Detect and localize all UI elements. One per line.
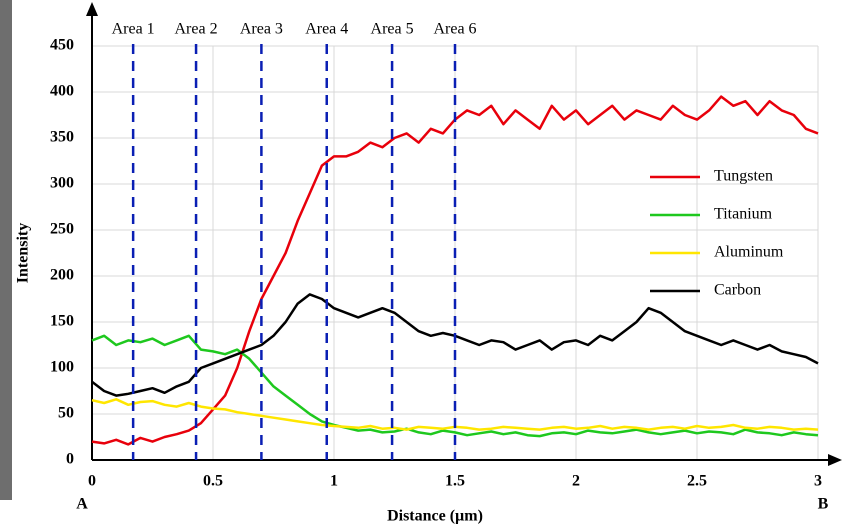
y-tick-label: 450 (50, 37, 74, 54)
area-label: Area 2 (175, 21, 218, 38)
x-tick-label: 1 (330, 473, 338, 490)
area-label: Area 3 (240, 21, 283, 38)
legend-label: Titanium (714, 206, 773, 223)
series-line (91, 334, 819, 438)
y-tick-label: 100 (50, 359, 74, 376)
y-axis-label: Intensity (15, 223, 32, 283)
legend-label: Tungsten (714, 168, 773, 185)
y-tick-label: 400 (50, 83, 74, 100)
y-arrow (86, 2, 98, 16)
area-label: Area 5 (371, 21, 414, 38)
area-label: Area 6 (433, 21, 476, 38)
x-tick-label: 1.5 (445, 473, 465, 490)
legend-label: Aluminum (714, 244, 784, 261)
endpoint-label: A (76, 496, 88, 513)
y-tick-label: 200 (50, 267, 74, 284)
y-tick-label: 350 (50, 129, 74, 146)
x-tick-label: 2 (572, 473, 580, 490)
y-tick-label: 300 (50, 175, 74, 192)
x-tick-label: 2.5 (687, 473, 707, 490)
area-label: Area 1 (112, 21, 155, 38)
y-tick-label: 250 (50, 221, 74, 238)
legend-label: Carbon (714, 282, 761, 299)
x-arrow (828, 454, 842, 466)
x-tick-label: 0.5 (203, 473, 223, 490)
x-tick-label: 3 (814, 473, 822, 490)
x-tick-label: 0 (88, 473, 96, 490)
area-label: Area 4 (305, 21, 348, 38)
y-tick-label: 150 (50, 313, 74, 330)
y-tick-label: 50 (58, 405, 74, 422)
x-axis-label: Distance (µm) (387, 508, 483, 525)
endpoint-label: B (818, 496, 829, 513)
y-tick-label: 0 (66, 451, 74, 468)
image-strip (0, 0, 12, 500)
